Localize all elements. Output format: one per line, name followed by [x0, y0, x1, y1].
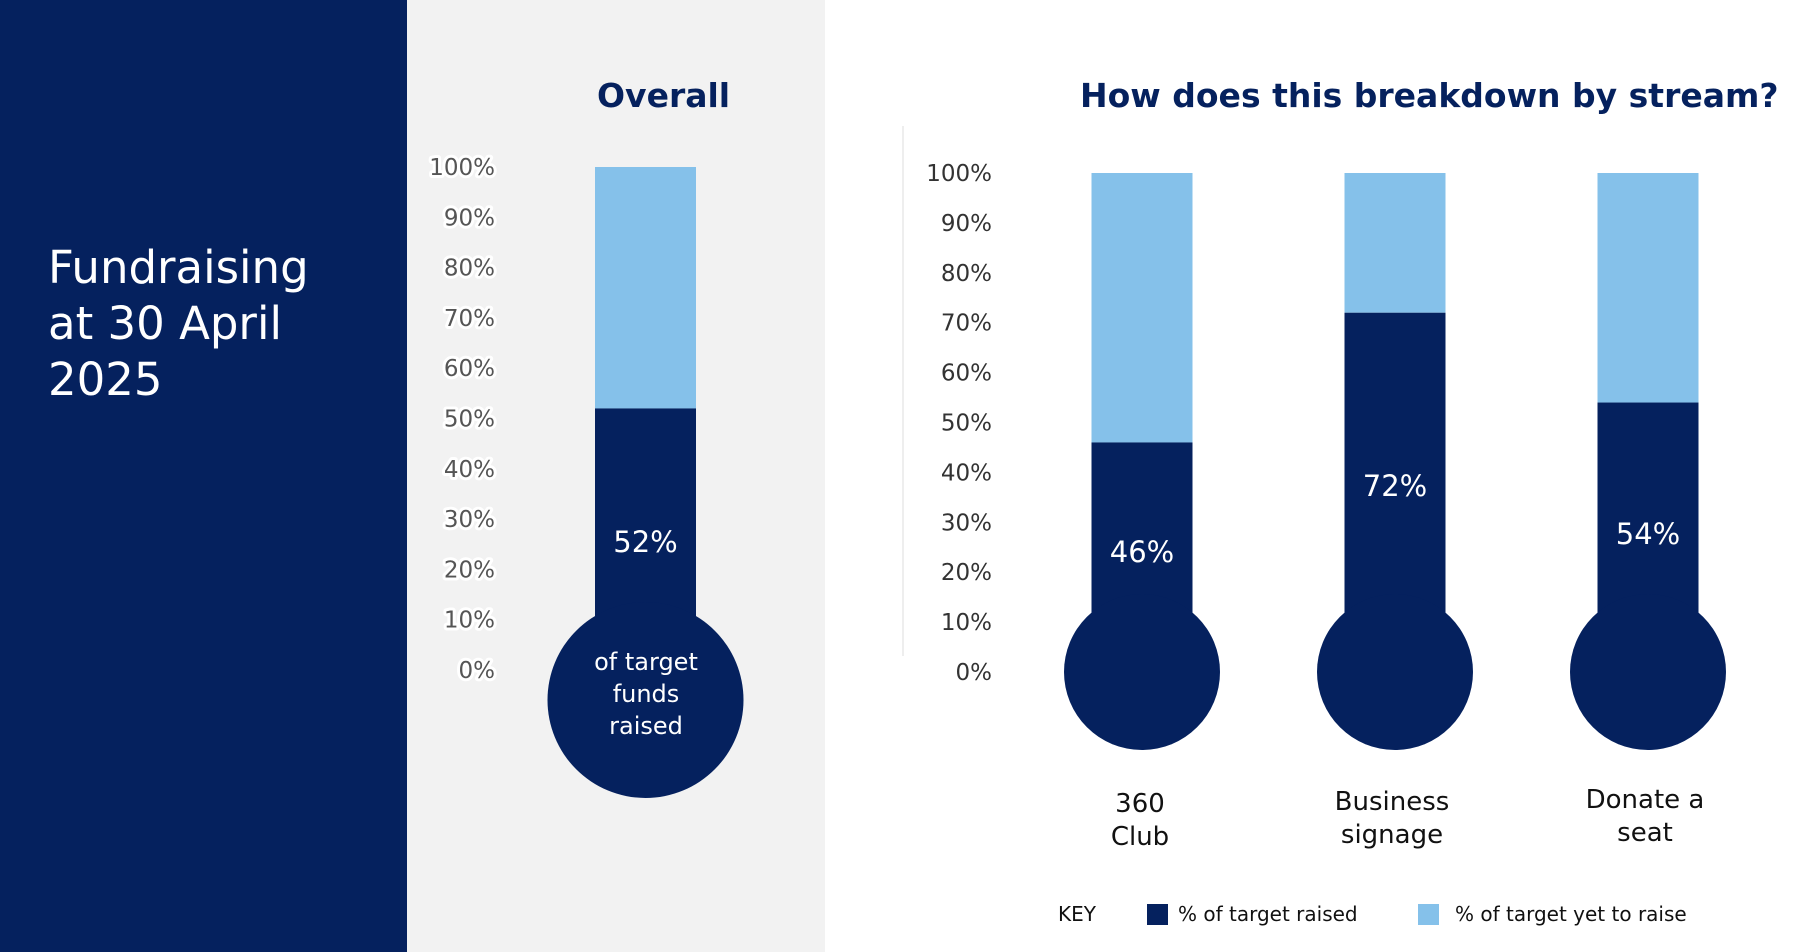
overall-chart-title: Overall [597, 76, 731, 115]
y-tick-label: 10% [444, 608, 495, 634]
stream-1-yet-to-raise-bar [1091, 173, 1193, 443]
panel-title-line: Fundraising [48, 241, 309, 294]
y-tick-label: 30% [941, 510, 992, 536]
y-tick-label-halo: 30% [444, 507, 495, 533]
y-tick-label: 70% [444, 306, 495, 332]
legend-label-raised: % of target raised [1178, 902, 1358, 926]
y-tick-label: 70% [941, 311, 992, 337]
legend-swatch-yet-to-raise [1418, 904, 1439, 925]
category-label-line: Club [1110, 822, 1170, 852]
stream-3-bulb [1570, 594, 1726, 750]
y-tick-label: 30% [444, 507, 495, 533]
y-tick-label-halo: 80% [444, 256, 495, 282]
category-label-line: 360 [1115, 789, 1165, 819]
y-tick-label-halo: 70% [444, 306, 495, 332]
legend-swatch-raised [1147, 904, 1168, 925]
overall-data-label: 52% [613, 525, 677, 559]
left-panel: Fundraising at 30 April 2025 [0, 0, 407, 952]
panel-title-line: 2025 [48, 353, 163, 406]
y-tick-label: 90% [941, 211, 992, 237]
y-tick-label: 40% [941, 460, 992, 486]
category-label-line: Business [1334, 787, 1450, 817]
y-tick-label: 100% [429, 155, 495, 181]
y-tick-label-halo: 40% [444, 457, 495, 483]
y-tick-label: 20% [444, 557, 495, 583]
y-tick-label: 10% [941, 610, 992, 636]
category-label-line: Donate a [1585, 785, 1705, 815]
category-label-line: signage [1340, 820, 1444, 850]
stream-data-label: 54% [1616, 517, 1680, 551]
y-tick-label-halo: 20% [444, 557, 495, 583]
y-tick-label-halo: 90% [444, 205, 495, 231]
y-tick-label: 20% [941, 560, 992, 586]
y-tick-label: 50% [941, 411, 992, 437]
y-tick-label-halo: 0% [459, 658, 496, 684]
y-tick-label: 0% [459, 658, 496, 684]
stream-2-yet-to-raise-bar [1344, 173, 1446, 313]
category-label-360-club: 360 Club [1065, 788, 1215, 854]
y-tick-label: 0% [956, 660, 993, 686]
bulb-caption-line: raised [609, 712, 683, 740]
category-label-business-signage: Business signage [1317, 786, 1467, 852]
legend: KEY % of target raised % of target yet t… [0, 902, 1818, 932]
stream-data-label: 46% [1110, 535, 1174, 569]
panel-title: Fundraising at 30 April 2025 [48, 240, 309, 408]
category-label-line: seat [1617, 818, 1673, 848]
y-tick-label: 40% [444, 457, 495, 483]
y-tick-label: 80% [444, 256, 495, 282]
y-tick-label: 60% [941, 361, 992, 387]
y-tick-label: 90% [444, 205, 495, 231]
panel-title-line: at 30 April [48, 297, 282, 350]
y-tick-label-halo: 100% [429, 155, 495, 181]
y-tick-label: 50% [444, 407, 495, 433]
overall-bulb [547, 602, 744, 798]
y-tick-label-halo: 10% [444, 608, 495, 634]
stream-2-bulb [1317, 594, 1473, 750]
y-tick-label: 100% [926, 161, 992, 187]
category-label-donate-a-seat: Donate a seat [1570, 784, 1720, 850]
breakdown-chart-title: How does this breakdown by stream? [1080, 76, 1779, 115]
y-tick-label-halo: 60% [444, 356, 495, 382]
bulb-caption-line: of target [594, 648, 698, 676]
stream-3-yet-to-raise-bar [1597, 173, 1699, 403]
stream-data-label: 72% [1363, 469, 1427, 503]
legend-key-label: KEY [1058, 902, 1096, 926]
y-tick-label: 60% [444, 356, 495, 382]
y-tick-label-halo: 50% [444, 407, 495, 433]
chart-divider [902, 126, 904, 656]
y-tick-label: 80% [941, 261, 992, 287]
overall-yet-to-raise-bar [595, 167, 696, 409]
stream-1-bulb [1064, 594, 1220, 750]
bulb-caption-line: funds [613, 680, 680, 708]
legend-label-yet-to-raise: % of target yet to raise [1455, 902, 1687, 926]
